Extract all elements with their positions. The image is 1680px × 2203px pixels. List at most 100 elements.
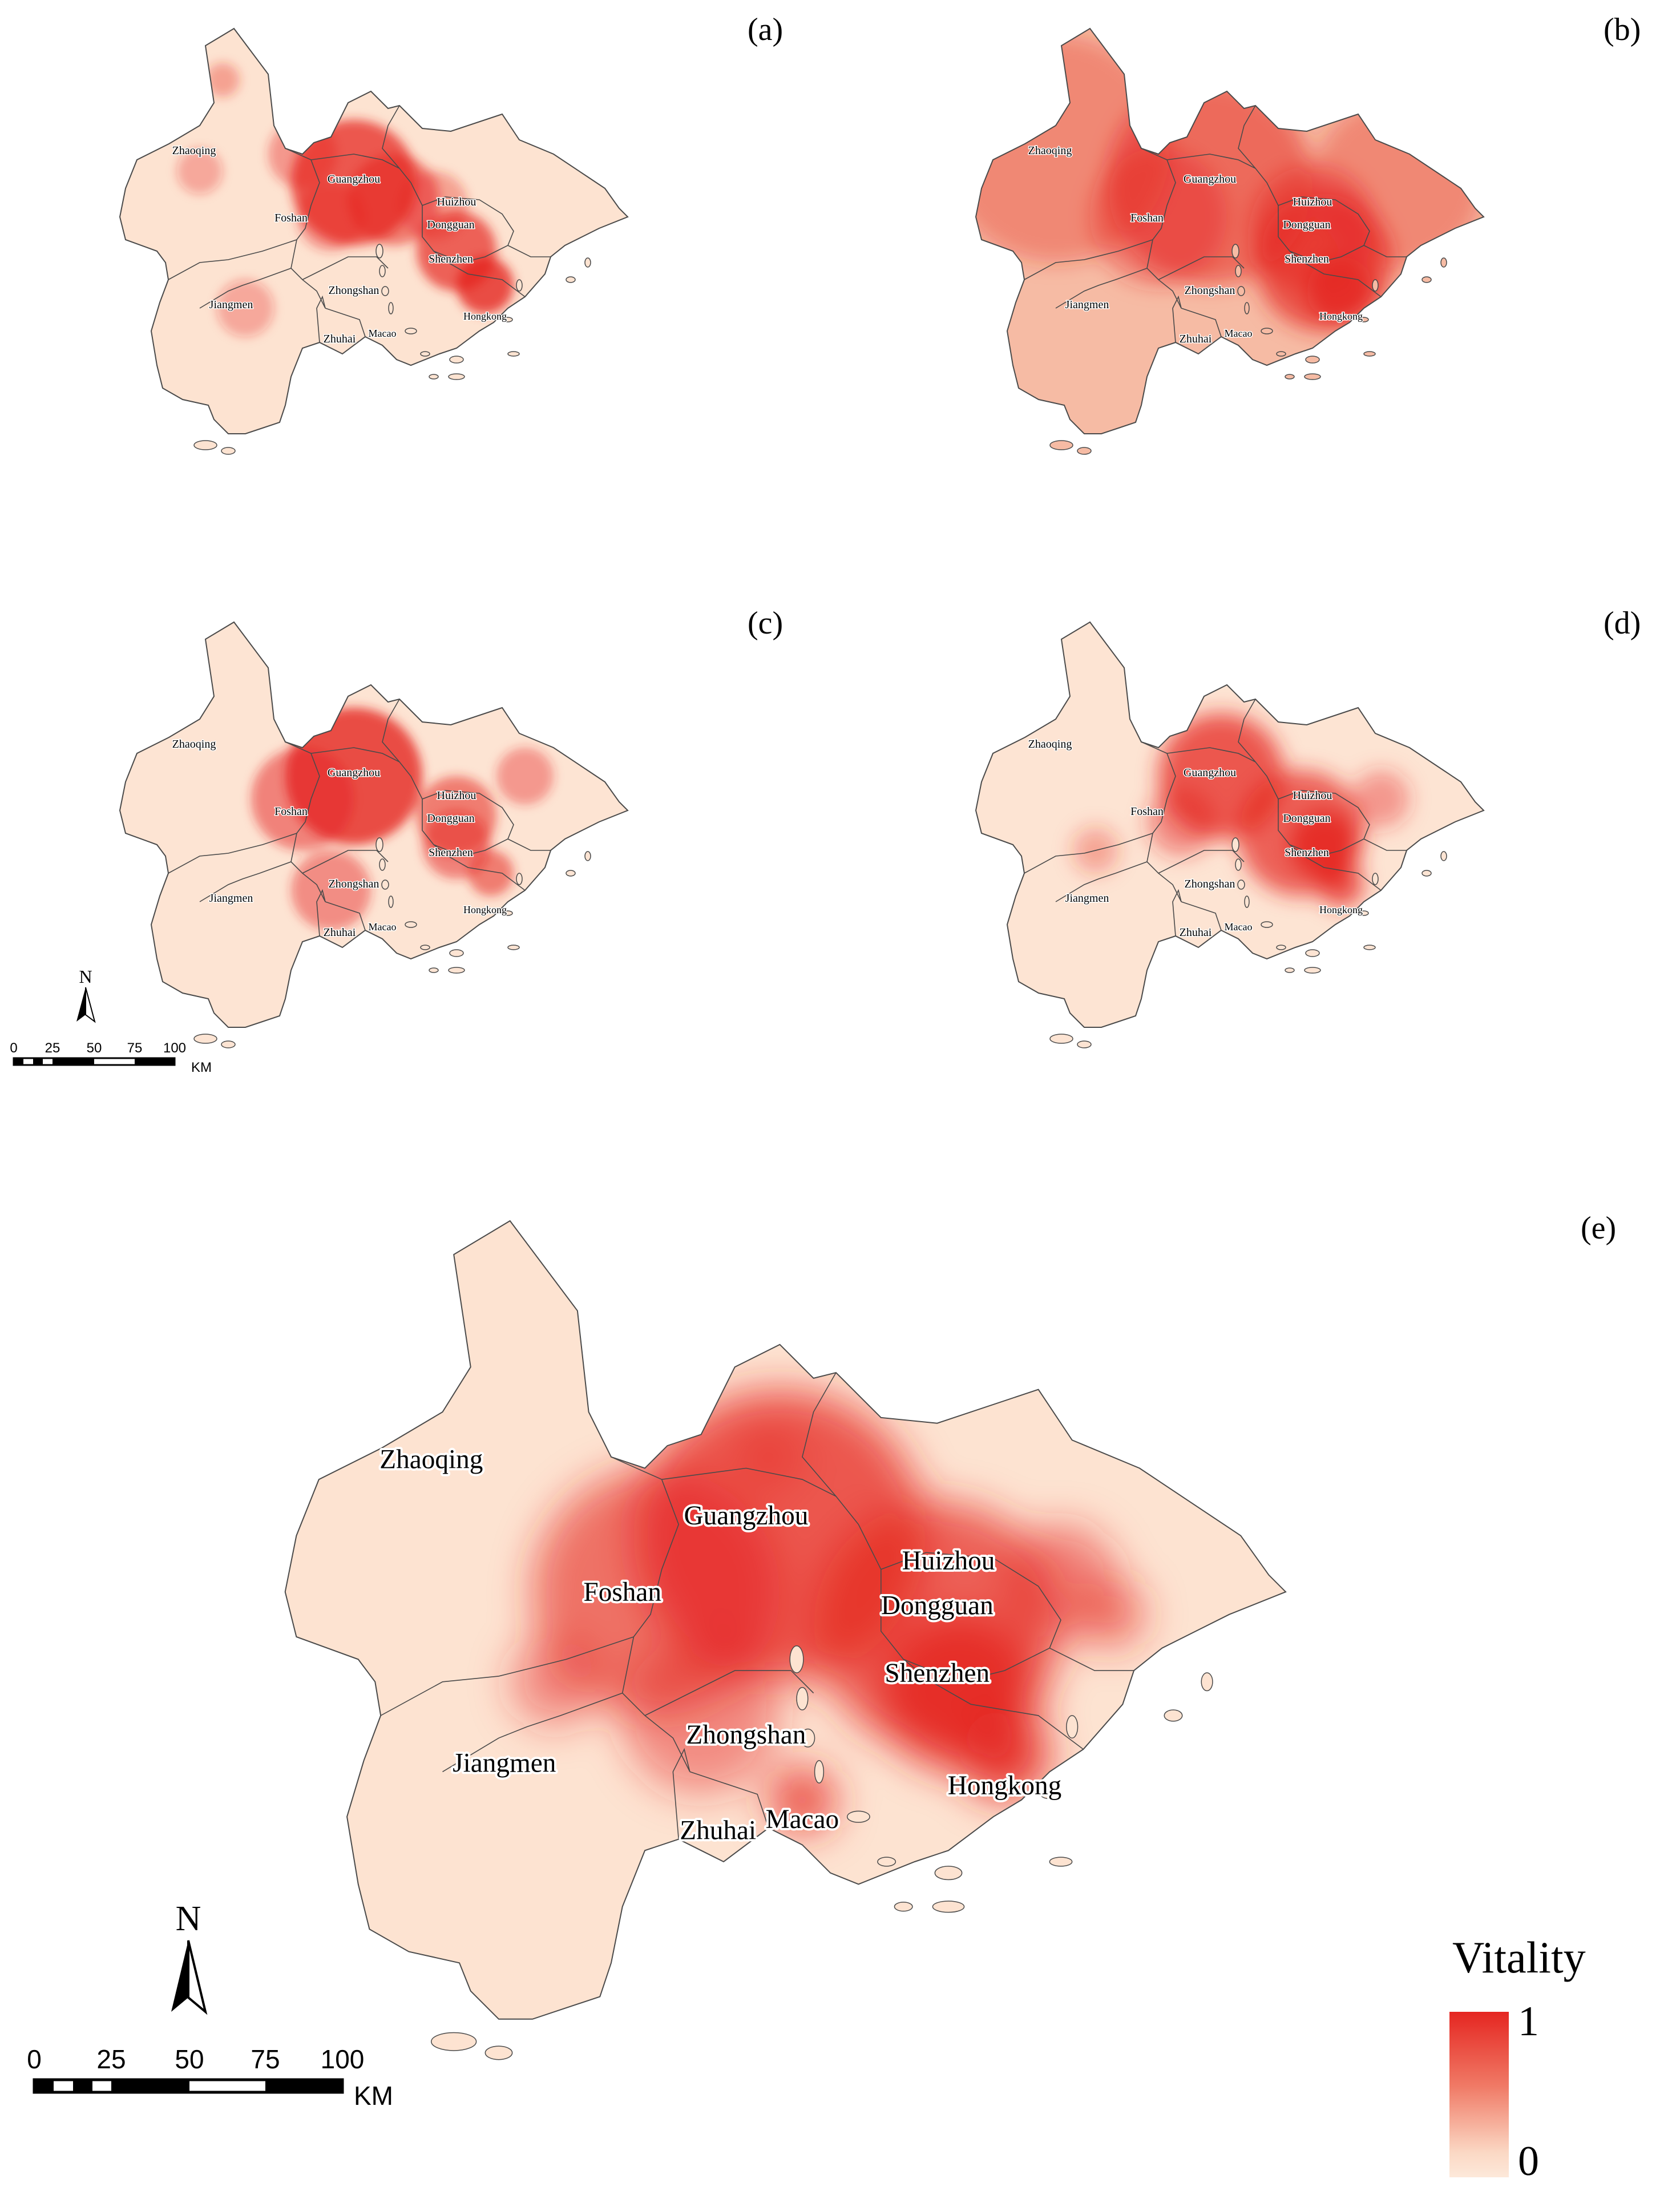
city-border	[903, 1659, 1084, 1750]
city-border	[168, 239, 297, 280]
north-arrow-large: N	[154, 1895, 223, 2026]
city-label-zhuhai: Zhuhai	[1180, 926, 1212, 939]
city-border	[1172, 889, 1182, 937]
vitality-hotspot	[399, 171, 468, 240]
island	[503, 317, 513, 322]
svg-text:0: 0	[27, 2044, 42, 2074]
island	[1049, 1034, 1073, 1044]
city-label-dongguan: Dongguan	[427, 219, 474, 231]
city-border	[644, 1670, 814, 1716]
city-label-guangzhou: Guangzhou	[328, 766, 380, 779]
island	[388, 895, 394, 908]
city-border	[1289, 844, 1382, 891]
region-outline	[284, 1220, 1287, 2020]
vitality-hotspot	[1090, 148, 1227, 285]
island	[381, 286, 389, 296]
city-label-zhaoqing: Zhaoqing	[1028, 738, 1072, 751]
island	[448, 373, 465, 380]
city-label-zhaoqing: Zhaoqing	[1028, 144, 1072, 157]
vitality-hotspot	[622, 1637, 780, 1794]
island	[1372, 279, 1379, 292]
island	[379, 265, 386, 277]
svg-text:50: 50	[175, 2044, 204, 2074]
island	[420, 351, 430, 357]
north-arrow-label: N	[79, 966, 92, 987]
island	[1049, 440, 1073, 450]
island	[1237, 879, 1245, 890]
vitality-hotspot	[468, 850, 514, 896]
region-outline	[975, 27, 1485, 434]
city-label-zhongshan: Zhongshan	[1185, 878, 1235, 890]
region-outline	[119, 621, 629, 1028]
vitality-hotspot	[217, 280, 274, 337]
island	[846, 1810, 870, 1823]
panel-label-b: (b)	[1604, 12, 1641, 47]
city-label-huizhou: Huizhou	[902, 1546, 995, 1576]
city-label-macao: Macao	[369, 921, 397, 933]
city-label-zhaoqing: Zhaoqing	[172, 144, 216, 157]
island	[1285, 374, 1295, 380]
city-label-macao: Macao	[766, 1805, 839, 1834]
island	[405, 328, 417, 334]
map-panel-d: Zhaoqing Guangzhou Foshan Huizhou Dongguan Sh…	[970, 605, 1672, 1130]
svg-text:50: 50	[87, 1040, 102, 1056]
city-border	[382, 699, 400, 762]
city-label-macao: Macao	[369, 328, 397, 339]
map-panel-c: Zhaoqing Guangzhou Foshan Huizhou Dongguan Sh…	[114, 605, 816, 1130]
svg-text:75: 75	[251, 2044, 280, 2074]
city-border	[1158, 256, 1245, 280]
city-border	[316, 889, 326, 937]
city-border	[1363, 245, 1407, 257]
city-border	[302, 850, 389, 874]
island	[449, 949, 464, 957]
city-label-macao: Macao	[1225, 921, 1253, 933]
city-border	[310, 747, 423, 800]
panel-label-a: (a)	[748, 12, 784, 47]
legend-title: Vitality	[1452, 1932, 1586, 1982]
city-border	[316, 295, 326, 343]
city-label-foshan: Foshan	[583, 1577, 661, 1607]
svg-text:75: 75	[127, 1040, 143, 1056]
city-label-hongkong: Hongkong	[948, 1771, 1062, 1801]
legend-min-label: 0	[1518, 2138, 1539, 2185]
city-label-shenzhen: Shenzhen	[885, 1659, 990, 1688]
island	[1440, 851, 1447, 861]
svg-text:KM: KM	[191, 1060, 212, 1075]
island	[801, 1728, 815, 1748]
city-label-shenzhen: Shenzhen	[1285, 253, 1329, 265]
island	[516, 279, 523, 292]
city-label-jiangmen: Jiangmen	[209, 892, 253, 905]
island	[1040, 1789, 1059, 1799]
vitality-hotspot	[496, 748, 554, 805]
vitality-hotspot	[1432, 850, 1467, 885]
city-border	[1181, 901, 1222, 931]
city-label-zhuhai: Zhuhai	[324, 333, 356, 345]
island	[1235, 265, 1242, 277]
city-label-dongguan: Dongguan	[1283, 812, 1330, 825]
island	[420, 945, 430, 950]
city-border	[1181, 308, 1222, 337]
vitality-hotspot	[1147, 788, 1215, 856]
city-border	[1158, 850, 1245, 874]
island	[1285, 967, 1295, 973]
island	[1359, 910, 1369, 916]
island	[1077, 447, 1092, 455]
island	[193, 1034, 217, 1044]
island	[932, 1901, 965, 1913]
map-svg-c: Zhaoqing Guangzhou Foshan Huizhou Dongguan Sh…	[119, 621, 629, 1048]
city-border	[1172, 295, 1182, 343]
island	[1164, 1709, 1183, 1722]
scale-bar-large: 0 25 50 75 100 KM	[23, 2043, 422, 2117]
island	[1049, 1857, 1073, 1867]
island	[375, 244, 383, 259]
city-border	[1049, 1647, 1134, 1671]
city-label-huizhou: Huizhou	[437, 789, 476, 802]
city-label-zhuhai: Zhuhai	[324, 926, 356, 939]
island	[484, 2045, 513, 2060]
city-border	[1238, 105, 1256, 169]
city-label-jiangmen: Jiangmen	[453, 1748, 556, 1778]
legend-max-label: 1	[1518, 1998, 1539, 2045]
island	[429, 374, 439, 380]
island	[375, 837, 383, 852]
map-svg-d: Zhaoqing Guangzhou Foshan Huizhou Dongguan Sh…	[975, 621, 1485, 1048]
